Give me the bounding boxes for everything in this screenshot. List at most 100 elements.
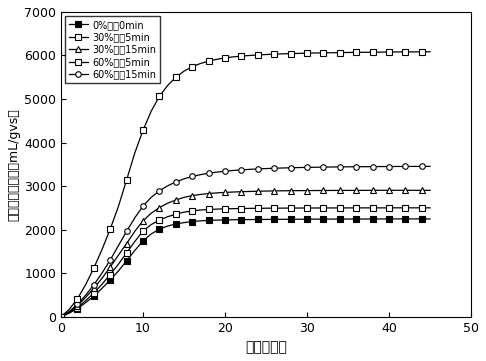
30%功獱5min — [173, 212, 179, 216]
60%功獱15min — [288, 166, 294, 170]
60%功獱5min — [304, 51, 310, 55]
30%功獱5min — [197, 208, 203, 212]
0%功獱0min — [296, 217, 302, 221]
0%功獱0min — [214, 218, 220, 222]
30%功獱15min — [206, 191, 211, 196]
30%功獱5min — [165, 214, 171, 219]
30%功獱15min — [173, 198, 179, 202]
60%功獱15min — [165, 184, 171, 188]
60%功獱15min — [378, 164, 384, 169]
60%功獱5min — [239, 54, 244, 58]
60%功獱5min — [107, 227, 113, 231]
0%功獱0min — [116, 269, 122, 273]
30%功獱5min — [91, 291, 97, 295]
30%功獱5min — [345, 206, 351, 210]
60%功獱5min — [329, 51, 334, 55]
60%功獱15min — [353, 165, 359, 169]
30%功獱15min — [165, 201, 171, 205]
60%功獱15min — [296, 165, 302, 170]
30%功獱5min — [230, 206, 236, 211]
30%功獱5min — [156, 218, 162, 222]
60%功獱15min — [329, 165, 334, 169]
30%功獱5min — [329, 206, 334, 210]
30%功獱15min — [394, 188, 400, 192]
30%功獱15min — [123, 242, 129, 246]
30%功獱5min — [320, 206, 326, 210]
30%功獱5min — [140, 229, 146, 233]
30%功獱15min — [329, 188, 334, 193]
0%功獱0min — [378, 217, 384, 221]
30%功獱15min — [222, 190, 228, 195]
30%功獱15min — [247, 189, 253, 193]
60%功獱15min — [197, 173, 203, 177]
0%功獱0min — [255, 217, 260, 222]
30%功獱5min — [99, 282, 105, 286]
30%功獱15min — [214, 191, 220, 195]
30%功獱5min — [296, 206, 302, 210]
30%功獱15min — [197, 192, 203, 197]
30%功獱15min — [411, 188, 417, 192]
60%功獱5min — [312, 51, 318, 55]
30%功獱15min — [263, 189, 269, 193]
60%功獱5min — [288, 51, 294, 56]
0%功獱0min — [165, 224, 171, 228]
Line: 60%功獱15min: 60%功獱15min — [58, 164, 433, 319]
30%功獱15min — [156, 205, 162, 210]
60%功獱5min — [156, 94, 162, 99]
60%功獱5min — [394, 50, 400, 54]
30%功獱15min — [107, 265, 113, 269]
60%功獱15min — [148, 195, 154, 200]
30%功獱5min — [378, 206, 384, 210]
60%功獱15min — [320, 165, 326, 169]
60%功獱15min — [230, 168, 236, 173]
30%功獱15min — [378, 188, 384, 192]
60%功獱5min — [189, 65, 195, 69]
60%功獱5min — [345, 50, 351, 55]
30%功獱15min — [255, 189, 260, 193]
30%功獱15min — [427, 188, 433, 192]
60%功獱15min — [427, 164, 433, 169]
0%功獱0min — [197, 219, 203, 223]
0%功獱0min — [222, 218, 228, 222]
60%功獱5min — [132, 151, 138, 155]
0%功獱0min — [230, 218, 236, 222]
30%功獱15min — [58, 314, 64, 319]
30%功獱15min — [140, 219, 146, 223]
60%功獱5min — [378, 50, 384, 54]
30%功獱5min — [427, 206, 433, 210]
Line: 30%功獱15min: 30%功獱15min — [58, 188, 433, 319]
Line: 60%功獱5min: 60%功獱5min — [58, 49, 433, 319]
30%功獱15min — [353, 188, 359, 192]
30%功獱5min — [402, 206, 408, 210]
0%功獱0min — [271, 217, 277, 222]
60%功獱5min — [402, 50, 408, 54]
60%功獱5min — [66, 307, 72, 312]
30%功獱5min — [386, 206, 392, 210]
30%功獱15min — [362, 188, 367, 192]
30%功獱5min — [279, 206, 285, 210]
60%功獱15min — [58, 314, 64, 319]
60%功獱5min — [173, 75, 179, 79]
60%功獱15min — [83, 293, 88, 297]
60%功獱15min — [279, 166, 285, 170]
30%功獱15min — [99, 276, 105, 280]
60%功獱5min — [206, 59, 211, 63]
0%功獱0min — [239, 217, 244, 222]
30%功獱15min — [74, 304, 80, 308]
30%功獱5min — [370, 206, 376, 210]
60%功獱15min — [345, 165, 351, 169]
30%功獱5min — [107, 273, 113, 277]
30%功獱5min — [181, 210, 187, 214]
0%功獱0min — [173, 222, 179, 226]
30%功獱5min — [394, 206, 400, 210]
30%功獱5min — [337, 206, 343, 210]
30%功獱15min — [271, 189, 277, 193]
30%功獱5min — [214, 207, 220, 211]
0%功獱0min — [140, 239, 146, 243]
30%功獱15min — [312, 188, 318, 193]
30%功獱15min — [132, 229, 138, 234]
60%功獱15min — [263, 166, 269, 171]
30%功獱15min — [337, 188, 343, 192]
60%功獱15min — [66, 309, 72, 314]
0%功獱0min — [419, 217, 425, 221]
